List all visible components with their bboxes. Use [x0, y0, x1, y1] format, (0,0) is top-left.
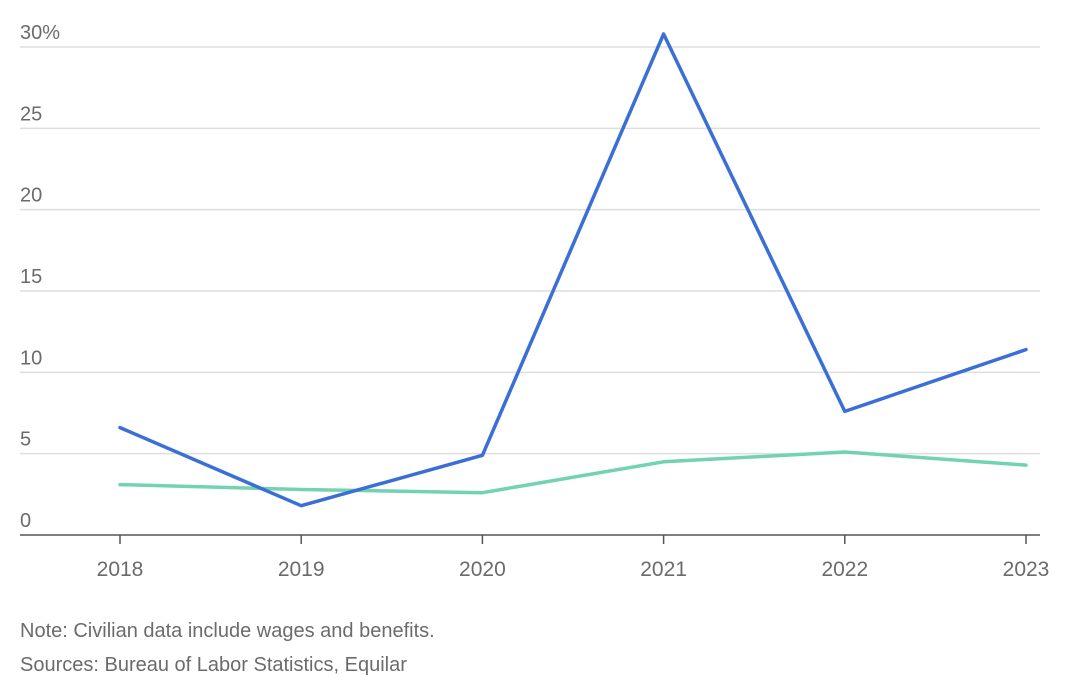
- y-tick-label-10: 10: [20, 347, 42, 369]
- x-tick-label-2022: 2022: [821, 558, 868, 581]
- y-tick-label-15: 15: [20, 266, 42, 288]
- series-line-ceo-pay: [118, 32, 1028, 508]
- x-tick-label-2019: 2019: [278, 558, 325, 581]
- y-tick-label-20: 20: [20, 185, 42, 207]
- x-tick-label-2018: 2018: [97, 558, 144, 581]
- x-axis: 2018 2019 2020 2021 2022 2023: [20, 534, 1050, 581]
- chart-sources: Sources: Bureau of Labor Statistics, Equ…: [20, 654, 407, 676]
- line-chart: 0 5 10 15 20 25 30% 2018 2019 2020 2021 2022 2023: [20, 22, 1050, 581]
- x-tick-label-2023: 2023: [1003, 558, 1050, 581]
- x-tick-label-2021: 2021: [640, 558, 687, 581]
- grid-layer: [20, 46, 1040, 455]
- y-tick-label-30: 30%: [20, 22, 60, 44]
- y-tick-label-25: 25: [20, 103, 42, 125]
- series-layer: [118, 32, 1028, 508]
- x-tick-label-2020: 2020: [459, 558, 506, 581]
- chart-note: Note: Civilian data include wages and be…: [20, 620, 435, 642]
- y-axis-labels: 0 5 10 15 20 25 30%: [20, 22, 60, 532]
- series-line-civilian-compensation: [118, 450, 1028, 495]
- y-tick-label-5: 5: [20, 429, 31, 451]
- y-tick-label-0: 0: [20, 510, 31, 532]
